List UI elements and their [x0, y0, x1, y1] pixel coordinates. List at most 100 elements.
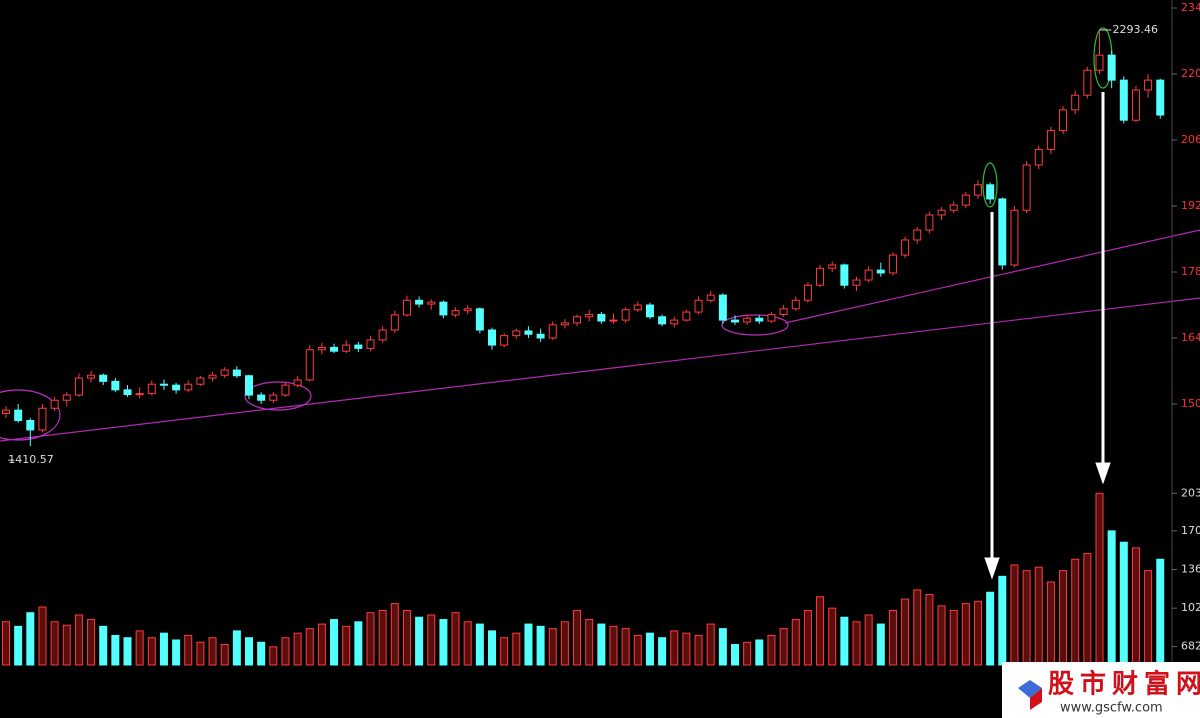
annotation: 2293.46	[1113, 23, 1159, 36]
candle-body	[731, 319, 739, 323]
volume-bar	[1144, 570, 1153, 666]
y-tick-label: 164	[1181, 331, 1200, 344]
volume-bar	[876, 623, 885, 666]
volume-bar	[621, 628, 630, 666]
candle-body	[670, 319, 679, 325]
candle-body	[585, 313, 594, 318]
candle-body	[500, 335, 509, 346]
volume-bar	[463, 621, 472, 666]
candle-body	[135, 393, 144, 396]
volume-bar	[803, 609, 812, 666]
volume-bar	[123, 637, 132, 666]
logo	[1018, 680, 1042, 698]
watermark-url: www.gscfw.com	[1060, 701, 1163, 716]
volume-bar	[925, 594, 934, 666]
volume-bar	[1010, 564, 1019, 666]
volume-bar	[937, 605, 946, 666]
candle-body	[390, 314, 399, 331]
volume-bar	[159, 632, 168, 666]
volume-bar	[354, 621, 363, 666]
candle-body	[645, 304, 654, 318]
volume-bar	[888, 609, 897, 666]
candle-body	[87, 374, 96, 379]
volume-bar	[694, 634, 703, 666]
volume-bar	[682, 632, 691, 666]
trend-line	[0, 297, 1200, 442]
candle-body	[1119, 79, 1128, 121]
candle-body	[305, 349, 314, 381]
candle-body	[1144, 79, 1153, 91]
candle-body	[451, 310, 460, 316]
volume-bar	[560, 621, 569, 666]
volume-bar	[1095, 492, 1104, 666]
volume-bar	[1083, 553, 1092, 666]
volume-bar	[706, 623, 715, 666]
volume-bar	[743, 641, 752, 666]
candle-body	[1022, 164, 1031, 211]
candle-body	[682, 311, 691, 321]
candle-body	[62, 394, 71, 401]
candle-body	[536, 333, 545, 339]
volume-bar	[135, 630, 144, 666]
volume-bar	[293, 632, 302, 666]
volume-bar	[427, 614, 436, 666]
volume-bar	[1071, 558, 1080, 666]
candle-body	[512, 330, 521, 337]
candle-body	[986, 184, 995, 200]
candle-body	[257, 394, 266, 401]
volume-bar	[816, 596, 825, 666]
volume-bar	[512, 632, 521, 666]
candle-body	[718, 294, 727, 321]
candle-body	[14, 409, 23, 422]
candle-body	[1107, 54, 1116, 81]
candle-body	[427, 301, 436, 305]
candle-body	[111, 380, 120, 391]
candle-body	[743, 317, 752, 323]
candle-body	[791, 299, 800, 310]
volume-bar	[1059, 570, 1068, 666]
plot-area: 234 220 206 192 178 164 150 2293.46 1410.57 203 17…	[2, 1, 1200, 666]
y-tick-label: 136	[1181, 563, 1200, 576]
candle-body	[1095, 54, 1104, 71]
candle-body	[852, 279, 861, 286]
candle-body	[961, 194, 970, 206]
candle-body	[633, 304, 642, 311]
y-tick-label: 220	[1181, 67, 1200, 80]
volume-bar	[1107, 530, 1116, 666]
candle-body	[658, 316, 667, 325]
candle-body	[463, 308, 472, 312]
watermark: 股市财富网 www.gscfw.com	[1002, 662, 1200, 718]
volume-bar	[366, 612, 375, 666]
volume-bar	[378, 609, 387, 666]
y-tick-label: 150	[1181, 397, 1200, 410]
candle-body	[220, 369, 229, 376]
volume-bar	[1034, 566, 1043, 666]
volume-bar	[1131, 547, 1140, 666]
volume-bar	[597, 623, 606, 666]
volume-bar	[961, 603, 970, 666]
volume-bar	[791, 619, 800, 666]
candle-body	[208, 374, 217, 379]
candle-body	[755, 317, 764, 322]
candle-body	[888, 254, 897, 274]
volume-bar	[305, 628, 314, 666]
candle-body	[366, 339, 375, 349]
volume-bar	[901, 598, 910, 666]
volume-bar	[670, 630, 679, 666]
volume-bar	[840, 616, 849, 666]
candle-body	[26, 420, 35, 431]
volume-bar	[281, 637, 290, 666]
candle-body	[597, 313, 606, 322]
volume-bar	[645, 632, 654, 666]
candle-body	[74, 377, 83, 396]
candle-body	[803, 284, 812, 301]
volume-bar	[172, 639, 181, 666]
candle-body	[694, 299, 703, 313]
candle-body	[937, 209, 946, 216]
volume-bar	[208, 637, 217, 666]
volume-bar	[257, 641, 266, 666]
candle-body	[330, 346, 339, 352]
volume-bar	[852, 621, 861, 666]
candle-body	[475, 308, 484, 331]
y-tick-label: 682	[1181, 640, 1200, 653]
